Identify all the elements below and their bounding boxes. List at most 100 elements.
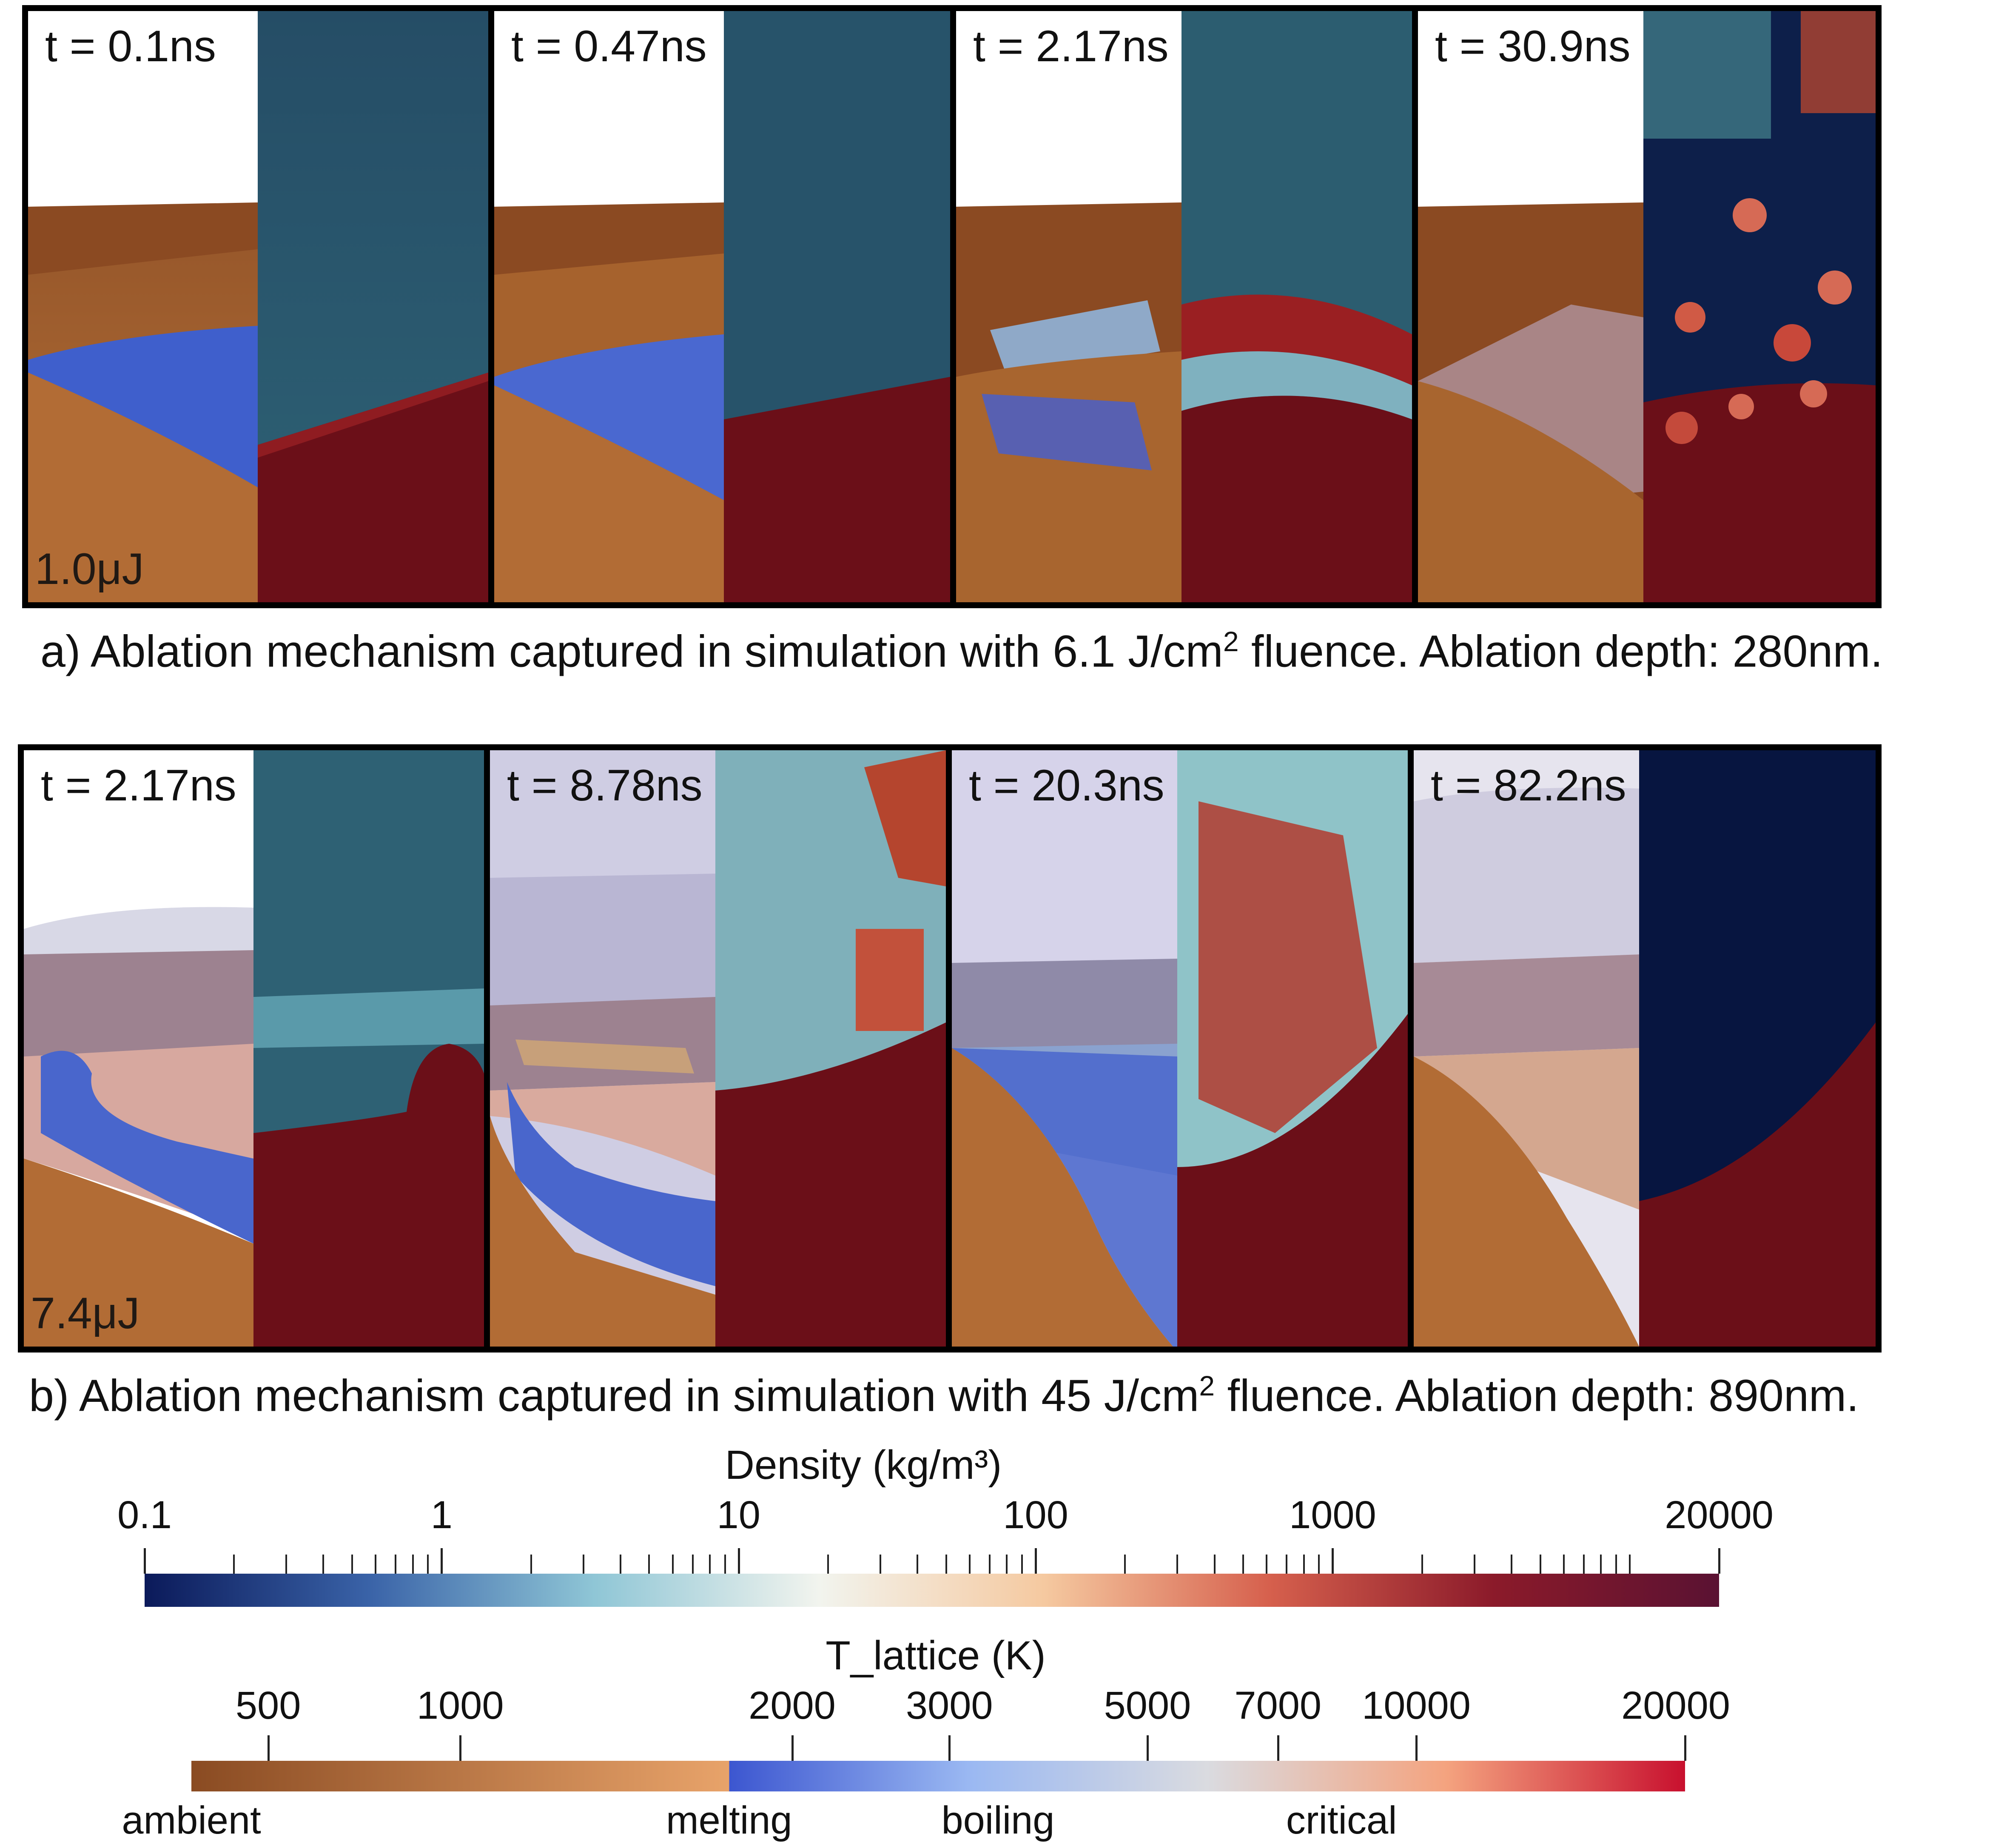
panel-b4: t = 82.2ns xyxy=(1408,744,1882,1353)
temperature-tick-label: 1000 xyxy=(416,1684,504,1727)
panel-b1-time: t = 2.17ns xyxy=(41,761,236,810)
density-minor-tick xyxy=(1124,1555,1126,1574)
panel-a1-time: t = 0.1ns xyxy=(45,22,216,71)
panel-a4: t = 30.9ns xyxy=(1412,5,1882,608)
caption-b-sup: 2 xyxy=(1199,1370,1215,1401)
phase-label-critical: critical xyxy=(1286,1799,1397,1842)
density-major-tick xyxy=(1035,1548,1037,1574)
phase-label-melting: melting xyxy=(666,1799,792,1842)
caption-a-text-end: fluence. Ablation depth: 280nm. xyxy=(1238,626,1883,677)
temperature-tick xyxy=(1146,1735,1149,1761)
density-minor-tick xyxy=(1021,1555,1023,1574)
density-minor-tick xyxy=(1563,1555,1565,1574)
caption-a-text: a) Ablation mechanism captured in simula… xyxy=(40,626,1223,677)
density-minor-tick xyxy=(1473,1555,1475,1574)
panel-a3-time: t = 2.17ns xyxy=(973,22,1169,71)
density-minor-tick xyxy=(709,1555,711,1574)
density-minor-tick xyxy=(322,1555,325,1574)
density-colorbar xyxy=(145,1574,1719,1607)
panel-a2-render xyxy=(494,11,950,602)
density-minor-tick xyxy=(233,1555,235,1574)
temperature-tick xyxy=(791,1735,794,1761)
density-minor-tick xyxy=(412,1555,414,1574)
density-major-tick xyxy=(737,1548,740,1574)
phase-label-ambient: ambient xyxy=(122,1799,261,1842)
density-minor-tick xyxy=(1318,1555,1320,1574)
panel-b1-render xyxy=(24,750,484,1347)
density-minor-tick xyxy=(917,1555,919,1574)
density-minor-tick xyxy=(427,1555,429,1574)
density-minor-tick xyxy=(969,1555,971,1574)
density-minor-tick xyxy=(988,1555,991,1574)
density-minor-tick xyxy=(672,1555,674,1574)
temperature-tick xyxy=(1684,1735,1686,1761)
density-minor-tick xyxy=(945,1555,947,1574)
temperature-tick-label: 10000 xyxy=(1362,1684,1471,1727)
panel-b2: t = 8.78ns xyxy=(484,744,952,1353)
density-tick-label: 1000 xyxy=(1289,1493,1376,1537)
density-minor-tick xyxy=(530,1555,532,1574)
temperature-title: T_lattice (K) xyxy=(826,1633,1046,1678)
density-minor-tick xyxy=(879,1555,881,1574)
phase-label-boiling: boiling xyxy=(941,1799,1055,1842)
panel-a1: t = 0.1ns 1.0μJ xyxy=(22,5,494,608)
temperature-tick xyxy=(948,1735,951,1761)
row-b: t = 2.17ns 7.4μJ t = 8.78ns xyxy=(0,740,1990,1421)
temperature-tick xyxy=(1415,1735,1418,1761)
density-tick-label: 10 xyxy=(717,1493,760,1537)
density-minor-tick xyxy=(1176,1555,1179,1574)
temperature-tick-label: 5000 xyxy=(1104,1684,1191,1727)
density-minor-tick xyxy=(1583,1555,1585,1574)
row-a: t = 0.1ns 1.0μJ t = 0.47ns xyxy=(0,0,1990,681)
density-title: Density (kg/m³) xyxy=(725,1442,1002,1488)
caption-b-text: b) Ablation mechanism captured in simula… xyxy=(29,1370,1199,1421)
panel-b4-render xyxy=(1414,750,1876,1347)
panel-b2-time: t = 8.78ns xyxy=(507,761,703,810)
panel-b3-time: t = 20.3ns xyxy=(969,761,1164,810)
panel-a4-render xyxy=(1418,11,1876,602)
density-minor-tick xyxy=(1421,1555,1423,1574)
density-minor-tick xyxy=(1539,1555,1541,1574)
panel-a2-time: t = 0.47ns xyxy=(511,22,707,71)
density-minor-tick xyxy=(1303,1555,1305,1574)
density-minor-tick xyxy=(724,1555,726,1574)
density-minor-tick xyxy=(375,1555,377,1574)
temperature-tick-label: 20000 xyxy=(1621,1684,1730,1727)
panel-a3-render xyxy=(956,11,1412,602)
density-tick-label: 20000 xyxy=(1665,1493,1774,1537)
temperature-tick xyxy=(267,1735,270,1761)
panel-b4-time: t = 82.2ns xyxy=(1431,761,1626,810)
panel-b3-render xyxy=(952,750,1408,1347)
panel-b1: t = 2.17ns 7.4μJ xyxy=(18,744,490,1353)
density-major-tick xyxy=(1332,1548,1334,1574)
density-minor-tick xyxy=(1286,1555,1288,1574)
panel-a2: t = 0.47ns xyxy=(488,5,956,608)
density-tick-label: 1 xyxy=(430,1493,453,1537)
density-minor-tick xyxy=(285,1555,288,1574)
density-minor-tick xyxy=(1006,1555,1008,1574)
caption-b-text-end: fluence. Ablation depth: 890nm. xyxy=(1215,1370,1859,1421)
temperature-tick-label: 7000 xyxy=(1234,1684,1322,1727)
panel-a1-energy: 1.0μJ xyxy=(35,544,144,594)
density-minor-tick xyxy=(648,1555,650,1574)
density-minor-tick xyxy=(1266,1555,1268,1574)
panel-b2-render xyxy=(490,750,946,1347)
temperature-tick-label: 2000 xyxy=(749,1684,836,1727)
density-major-tick xyxy=(441,1548,443,1574)
temperature-tick xyxy=(1277,1735,1279,1761)
density-minor-tick xyxy=(1510,1555,1512,1574)
density-major-tick xyxy=(144,1548,146,1574)
density-minor-tick xyxy=(351,1555,353,1574)
density-minor-tick xyxy=(1615,1555,1617,1574)
density-minor-tick xyxy=(619,1555,621,1574)
density-minor-tick xyxy=(1213,1555,1216,1574)
density-minor-tick xyxy=(1628,1555,1631,1574)
panel-a3: t = 2.17ns xyxy=(950,5,1418,608)
temperature-tick-label: 3000 xyxy=(905,1684,993,1727)
temperature-tick xyxy=(459,1735,462,1761)
density-minor-tick xyxy=(395,1555,397,1574)
panel-b3: t = 20.3ns xyxy=(946,744,1414,1353)
caption-a-sup: 2 xyxy=(1223,626,1239,657)
density-minor-tick xyxy=(1242,1555,1244,1574)
